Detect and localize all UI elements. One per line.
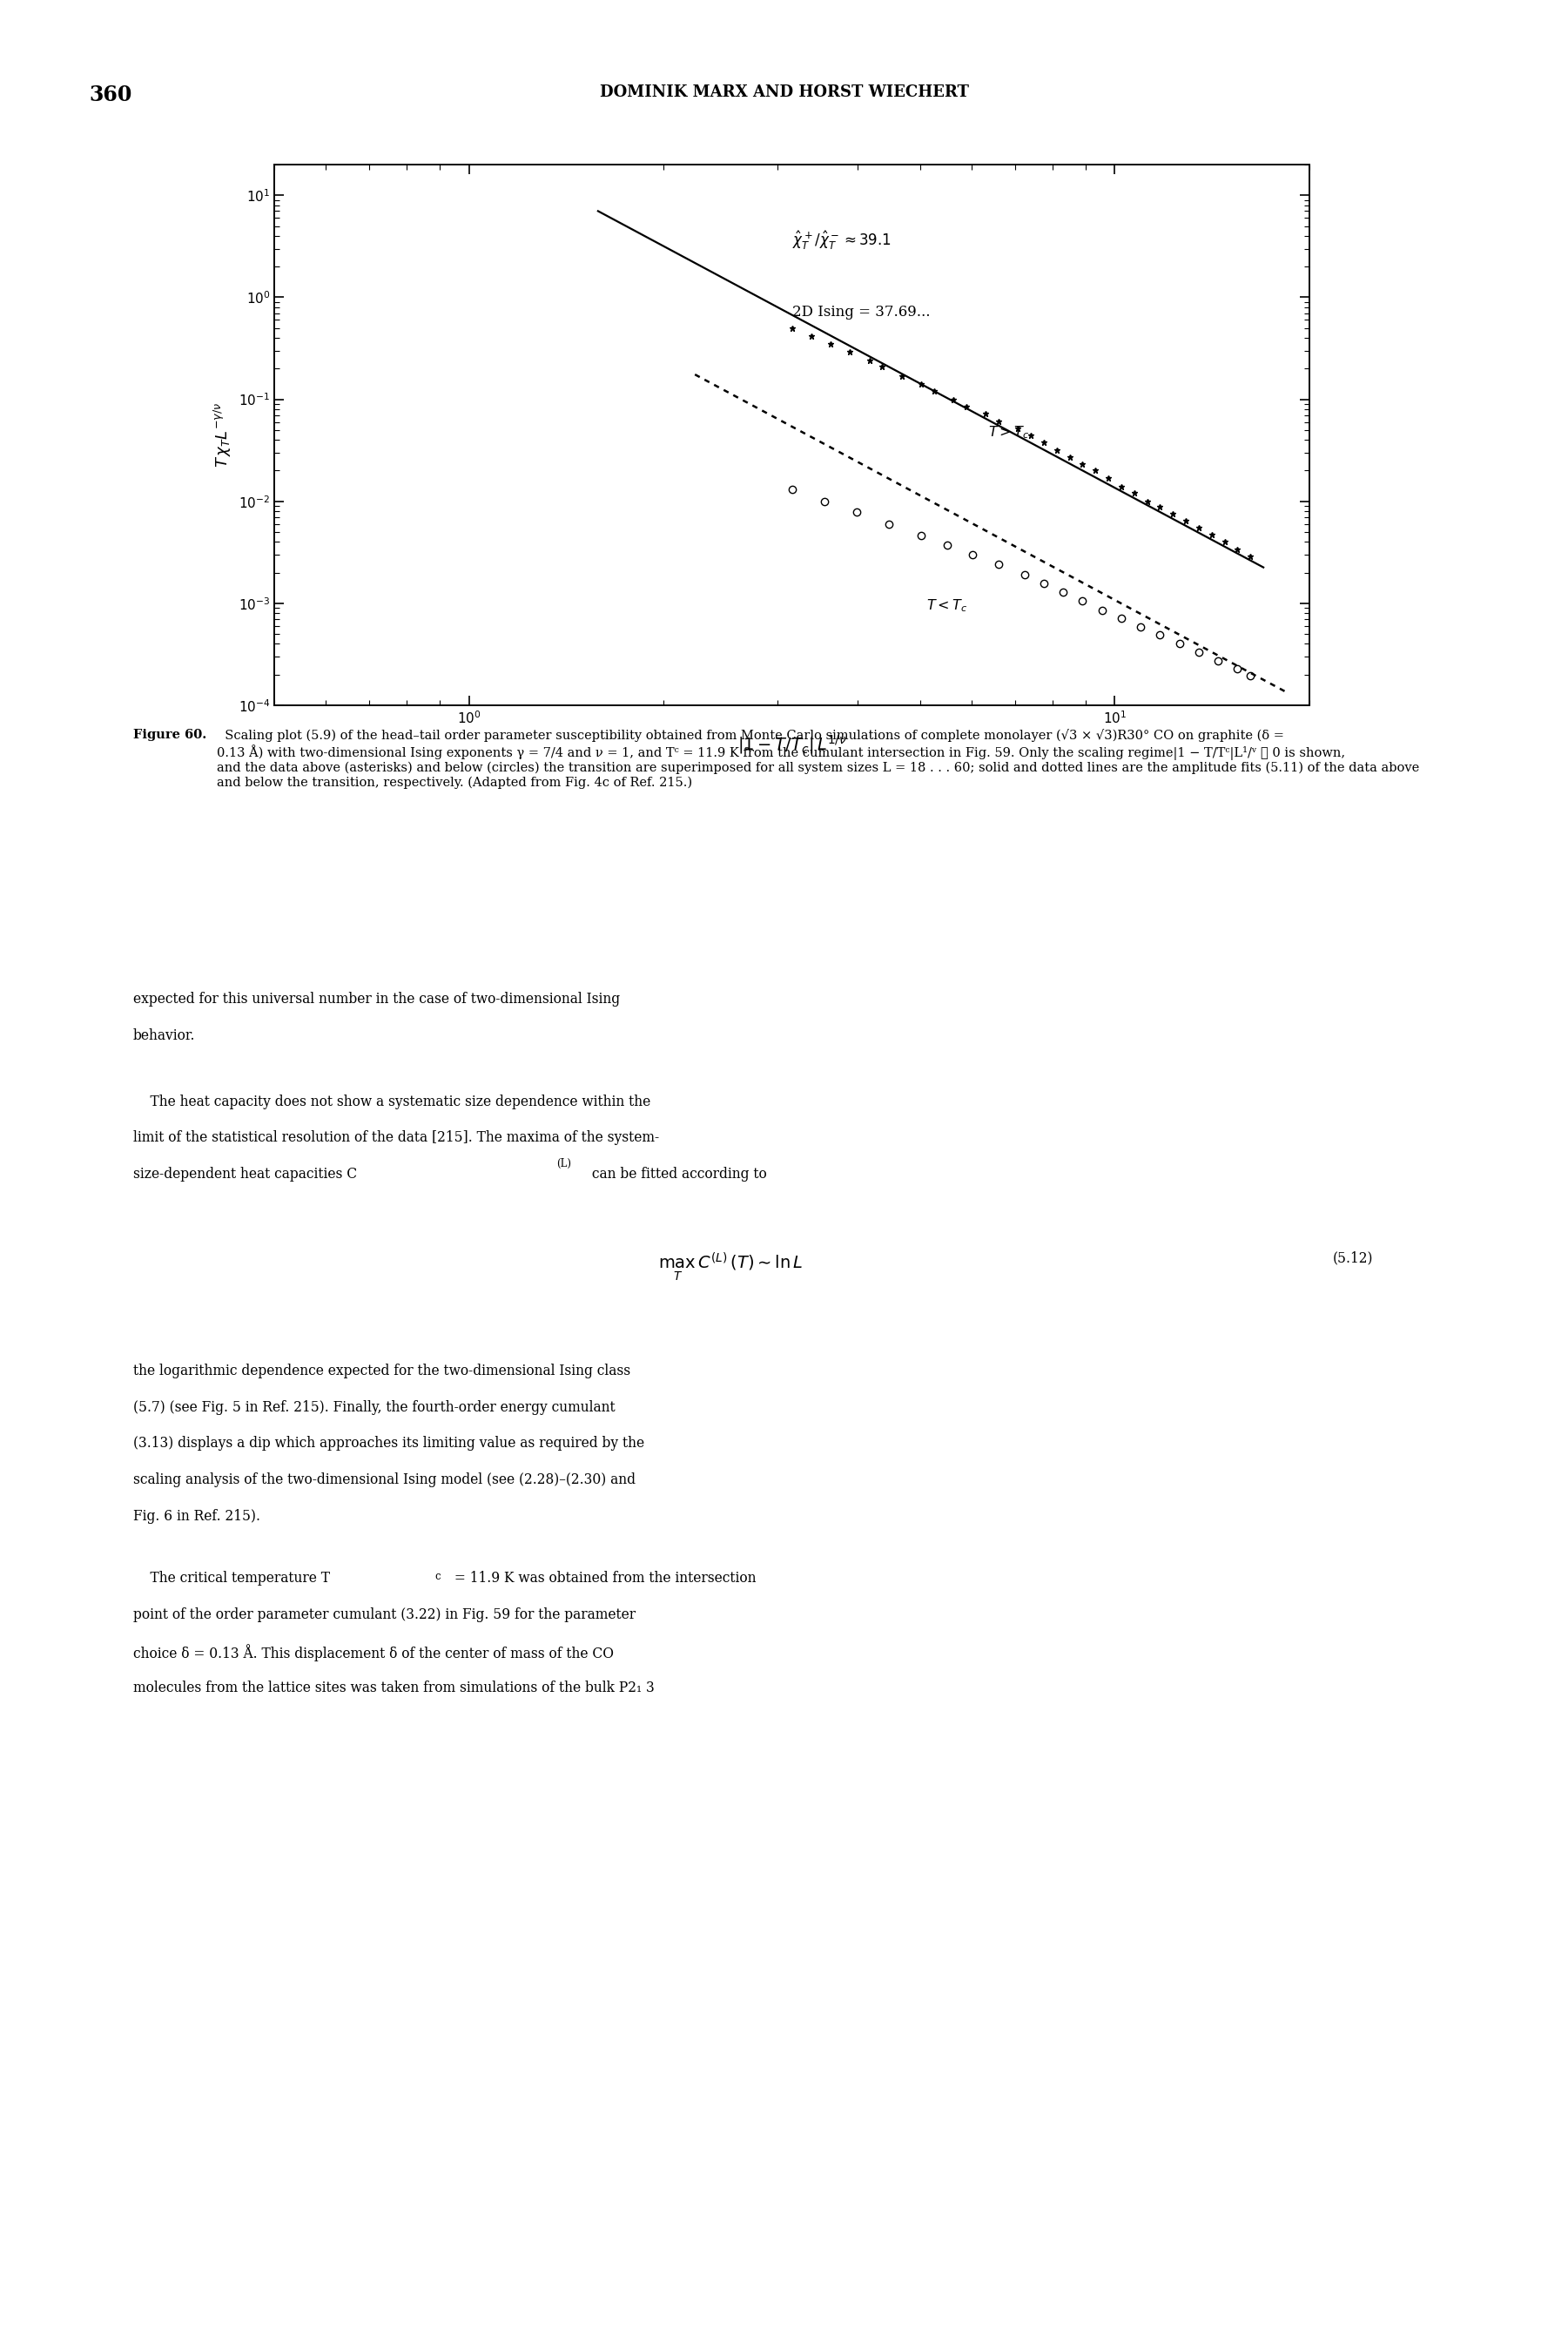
Text: Scaling plot (5.9) of the head–tail order parameter susceptibility obtained from: Scaling plot (5.9) of the head–tail orde…: [216, 729, 1419, 790]
Text: DOMINIK MARX AND HORST WIECHERT: DOMINIK MARX AND HORST WIECHERT: [599, 85, 969, 101]
Text: 2D Ising = 37.69...: 2D Ising = 37.69...: [792, 306, 930, 320]
Text: choice δ = 0.13 Å. This displacement δ of the center of mass of the CO: choice δ = 0.13 Å. This displacement δ o…: [133, 1643, 613, 1662]
Text: point of the order parameter cumulant (3.22) in Fig. 59 for the parameter: point of the order parameter cumulant (3…: [133, 1608, 635, 1622]
Text: the logarithmic dependence expected for the two-dimensional Ising class: the logarithmic dependence expected for …: [133, 1364, 630, 1378]
Text: $\hat{\chi}_T^+/\hat{\chi}_T^- \approx 39.1$: $\hat{\chi}_T^+/\hat{\chi}_T^- \approx 3…: [792, 230, 891, 252]
Text: expected for this universal number in the case of two-dimensional Ising: expected for this universal number in th…: [133, 992, 619, 1006]
X-axis label: $|1 - T/T_c|\,L^{1/\nu}$: $|1 - T/T_c|\,L^{1/\nu}$: [737, 734, 847, 755]
Text: $\max_T\, C^{(L)}(T) \sim \ln L$: $\max_T\, C^{(L)}(T) \sim \ln L$: [659, 1251, 803, 1281]
Text: The heat capacity does not show a systematic size dependence within the: The heat capacity does not show a system…: [133, 1093, 651, 1110]
Text: $T > T_c$: $T > T_c$: [988, 423, 1030, 440]
Text: Figure 60.: Figure 60.: [133, 729, 207, 741]
Text: size-dependent heat capacities C: size-dependent heat capacities C: [133, 1166, 358, 1183]
Text: can be fitted according to: can be fitted according to: [588, 1166, 767, 1183]
Text: $T < T_c$: $T < T_c$: [927, 597, 967, 614]
Text: (3.13) displays a dip which approaches its limiting value as required by the: (3.13) displays a dip which approaches i…: [133, 1436, 644, 1451]
Text: (L): (L): [557, 1157, 571, 1168]
Text: Fig. 6 in Ref. 215).: Fig. 6 in Ref. 215).: [133, 1509, 260, 1523]
Text: c: c: [434, 1570, 441, 1582]
Text: 360: 360: [89, 85, 132, 106]
Text: = 11.9 K was obtained from the intersection: = 11.9 K was obtained from the intersect…: [450, 1570, 756, 1587]
Text: molecules from the lattice sites was taken from simulations of the bulk P2₁ 3: molecules from the lattice sites was tak…: [133, 1681, 654, 1695]
Text: (5.12): (5.12): [1333, 1251, 1374, 1265]
Text: scaling analysis of the two-dimensional Ising model (see (2.28)–(2.30) and: scaling analysis of the two-dimensional …: [133, 1472, 635, 1488]
Text: limit of the statistical resolution of the data [215]. The maxima of the system-: limit of the statistical resolution of t…: [133, 1131, 659, 1145]
Y-axis label: $T\,\chi_T L^{-\gamma/\nu}$: $T\,\chi_T L^{-\gamma/\nu}$: [213, 402, 234, 468]
Text: behavior.: behavior.: [133, 1030, 196, 1044]
Text: The critical temperature T: The critical temperature T: [133, 1570, 329, 1587]
Text: (5.7) (see Fig. 5 in Ref. 215). Finally, the fourth-order energy cumulant: (5.7) (see Fig. 5 in Ref. 215). Finally,…: [133, 1399, 615, 1415]
